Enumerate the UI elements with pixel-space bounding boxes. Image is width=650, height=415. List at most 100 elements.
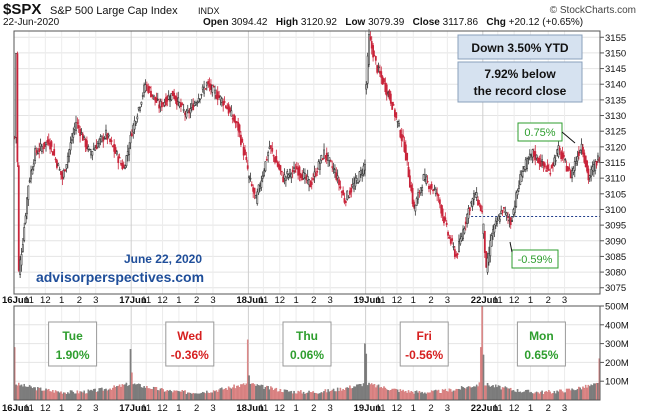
candle-body bbox=[373, 55, 376, 57]
volume-bar bbox=[373, 384, 376, 401]
chg-value: +20.12 (+0.65%) bbox=[508, 17, 584, 28]
volume-bar bbox=[342, 389, 344, 401]
volume-bar bbox=[466, 387, 468, 401]
volume-bar bbox=[210, 392, 212, 401]
candle-body bbox=[445, 222, 448, 225]
volume-bar bbox=[225, 388, 227, 401]
candle-body bbox=[269, 145, 272, 149]
volume-bar bbox=[448, 388, 451, 401]
candle-body bbox=[98, 139, 101, 145]
candle-body bbox=[365, 84, 368, 90]
volume-bar bbox=[109, 388, 111, 401]
pct-low-text: -0.59% bbox=[518, 254, 553, 266]
volume-bar bbox=[147, 388, 149, 401]
candle-body bbox=[72, 132, 75, 138]
volume-bar bbox=[87, 389, 90, 401]
candle-body bbox=[332, 167, 335, 170]
volume-bar bbox=[473, 386, 475, 401]
candle-body bbox=[312, 178, 315, 180]
volume-time-tick-label: 17Jun bbox=[119, 403, 147, 414]
candle-body bbox=[147, 86, 150, 93]
candle-body bbox=[132, 124, 135, 133]
candle-body bbox=[317, 161, 320, 170]
day-box-label: Tue bbox=[62, 329, 83, 343]
volume-bar bbox=[162, 389, 164, 401]
volume-bar bbox=[275, 387, 278, 401]
volume-bar bbox=[182, 391, 185, 401]
volume-bar bbox=[106, 390, 109, 401]
volume-bar bbox=[325, 392, 328, 401]
candle-body bbox=[265, 159, 268, 161]
candle-body bbox=[79, 128, 81, 136]
volume-bar bbox=[279, 389, 282, 401]
candle-body bbox=[284, 176, 287, 181]
volume-bar bbox=[259, 385, 261, 401]
candle-body bbox=[115, 151, 118, 155]
volume-bar bbox=[158, 390, 160, 401]
candle-body bbox=[406, 152, 409, 161]
candle-body bbox=[590, 169, 593, 177]
volume-bar bbox=[211, 392, 214, 401]
candle-body bbox=[358, 171, 361, 182]
candle-body bbox=[468, 207, 471, 212]
volume-bar bbox=[290, 390, 293, 401]
candle-body bbox=[449, 238, 452, 244]
volume-bar bbox=[97, 391, 99, 401]
candle-body bbox=[481, 210, 484, 213]
volume-bar bbox=[251, 383, 253, 401]
volume-bar bbox=[302, 391, 305, 401]
candle-body bbox=[587, 168, 590, 181]
candle-body bbox=[577, 151, 580, 156]
candle-body bbox=[159, 100, 162, 108]
volume-bar bbox=[34, 387, 36, 401]
pct-high-pointer bbox=[561, 131, 576, 144]
volume-bar bbox=[192, 392, 194, 401]
volume-time-tick-label: 3 bbox=[328, 403, 333, 414]
volume-bar bbox=[316, 393, 318, 401]
candle-body bbox=[539, 160, 542, 167]
candle-body bbox=[252, 187, 255, 192]
volume-bar bbox=[381, 388, 384, 401]
volume-bar bbox=[364, 343, 366, 401]
volume-bar bbox=[54, 390, 57, 401]
volume-bar bbox=[518, 392, 520, 401]
volume-bar bbox=[545, 390, 547, 401]
candle-body bbox=[483, 230, 486, 253]
candle-body bbox=[512, 209, 515, 215]
candle-body bbox=[47, 139, 50, 145]
record-text-line2: the record close bbox=[474, 84, 567, 98]
candle-body bbox=[538, 157, 541, 164]
candle-body bbox=[334, 169, 336, 173]
volume-bar bbox=[35, 390, 38, 401]
volume-bar bbox=[530, 391, 532, 401]
volume-bar bbox=[257, 385, 260, 401]
volume-bar bbox=[222, 389, 224, 401]
candle-body bbox=[329, 160, 332, 162]
candle-body bbox=[582, 146, 584, 155]
volume-bar bbox=[320, 392, 323, 401]
volume-bar bbox=[240, 384, 242, 401]
volume-bar bbox=[15, 384, 17, 401]
volume-bar bbox=[486, 382, 489, 401]
candle-body bbox=[53, 149, 56, 156]
candle-body bbox=[219, 96, 222, 101]
candle-body bbox=[306, 176, 309, 181]
time-tick-label: 1 bbox=[411, 295, 416, 306]
day-box bbox=[516, 321, 566, 367]
volume-bar bbox=[567, 388, 569, 401]
candle-body bbox=[422, 174, 425, 181]
candle-body bbox=[19, 259, 22, 275]
volume-bar bbox=[351, 388, 354, 401]
index-name: S&P 500 Large Cap Index bbox=[50, 5, 178, 17]
volume-bar bbox=[110, 389, 113, 401]
candle-body bbox=[160, 102, 163, 108]
candle-body bbox=[166, 96, 169, 102]
volume-bar bbox=[421, 391, 423, 401]
volume-bar bbox=[125, 382, 128, 401]
volume-bar bbox=[120, 386, 122, 401]
candle-body bbox=[257, 184, 260, 194]
volume-bar bbox=[375, 387, 377, 401]
candle-body bbox=[414, 204, 417, 212]
candle-body bbox=[490, 235, 493, 247]
volume-bar bbox=[454, 390, 456, 401]
